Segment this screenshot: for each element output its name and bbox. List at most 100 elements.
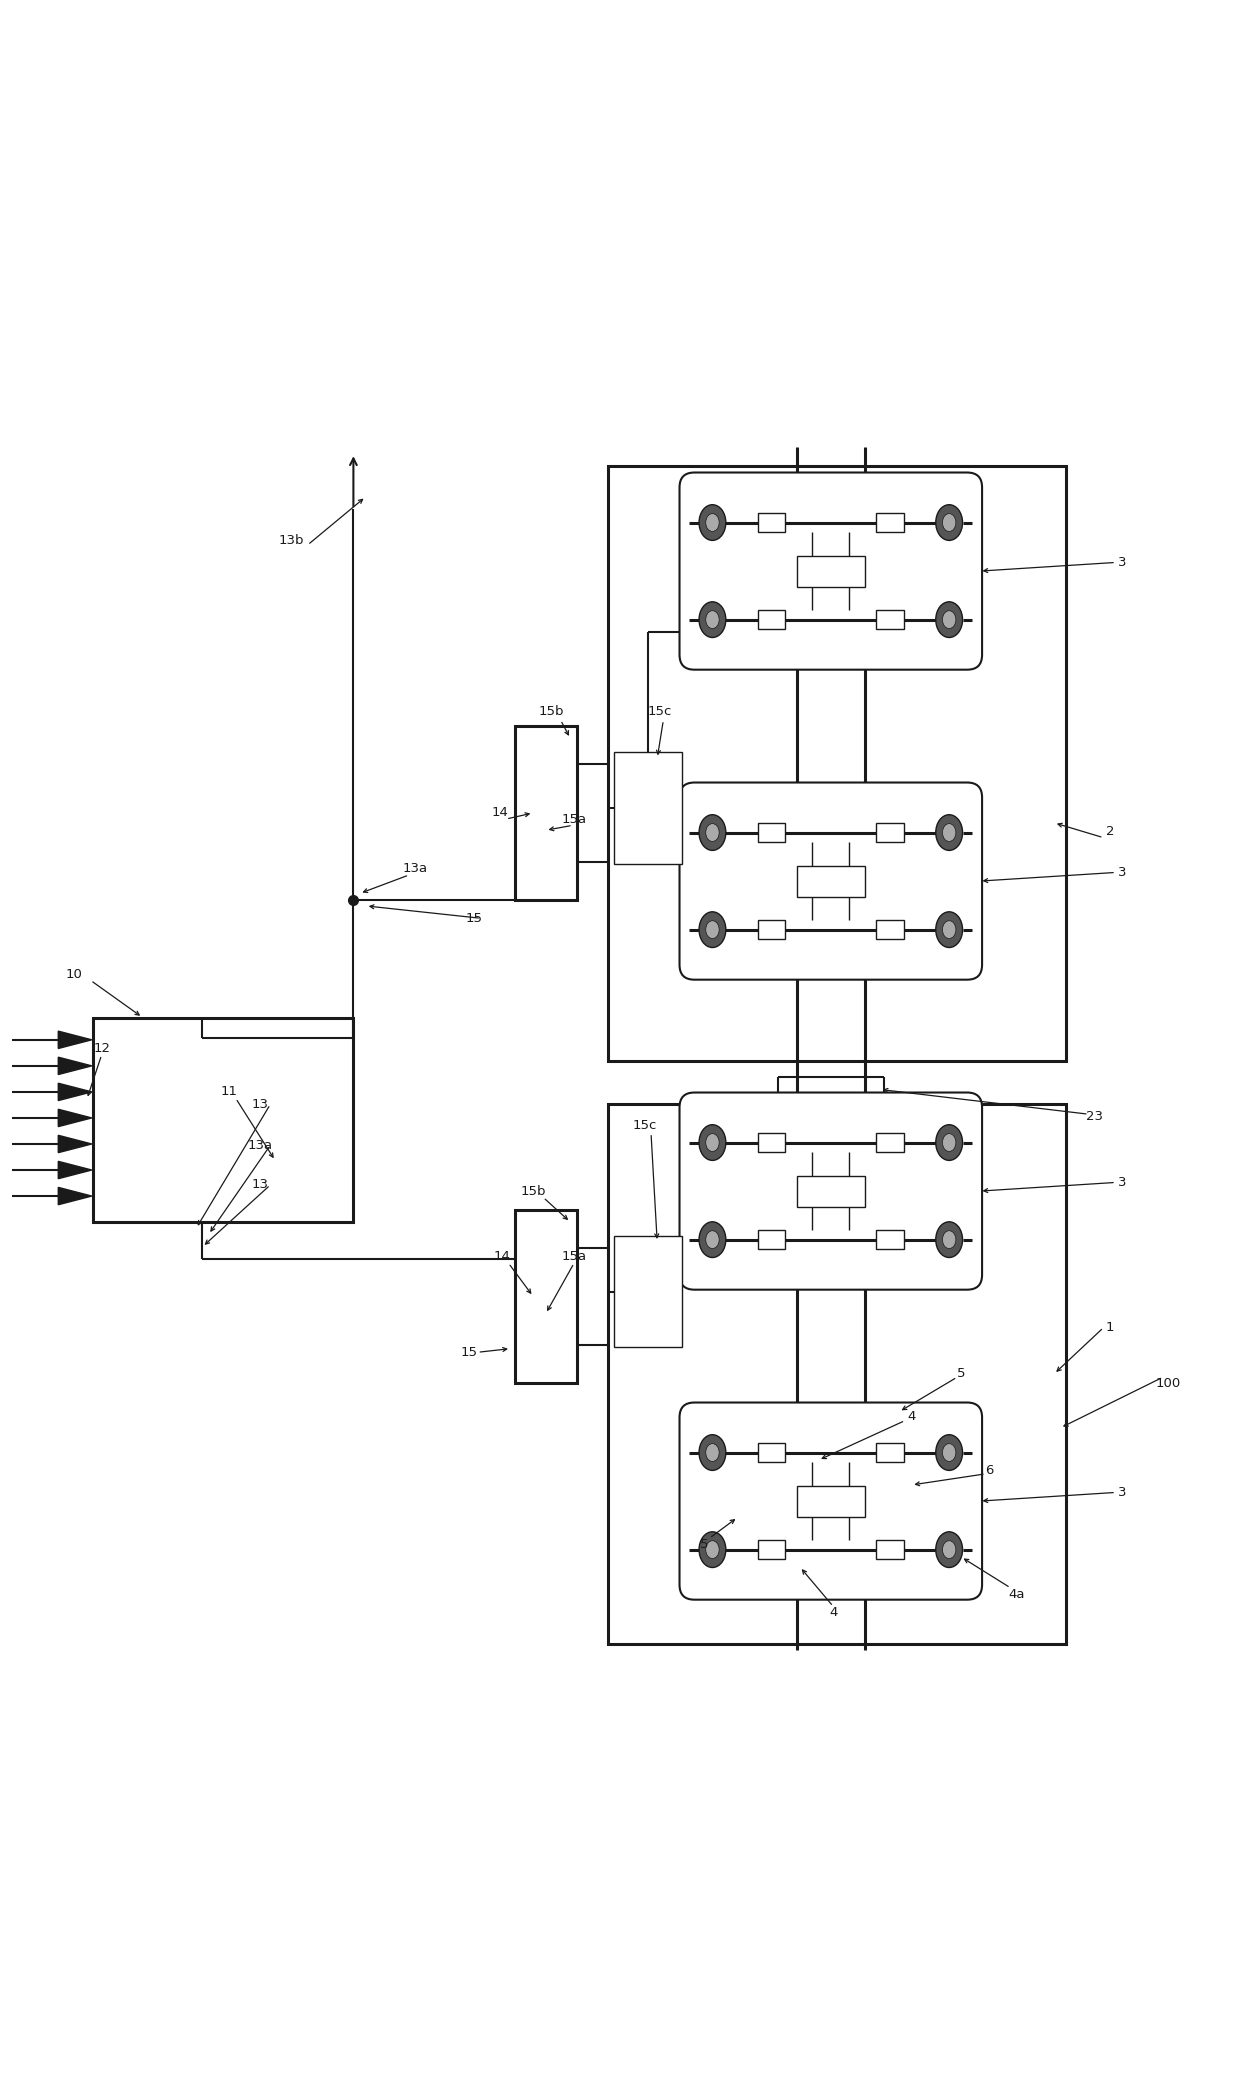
Polygon shape	[58, 1134, 92, 1153]
Bar	[758, 1132, 785, 1151]
Text: 2: 2	[1106, 824, 1114, 839]
Text: 5: 5	[957, 1367, 965, 1380]
Ellipse shape	[699, 816, 725, 851]
Polygon shape	[58, 1187, 92, 1206]
Ellipse shape	[706, 1541, 719, 1558]
Text: 4: 4	[908, 1411, 915, 1424]
Text: 12: 12	[93, 1042, 110, 1055]
Ellipse shape	[699, 1434, 725, 1470]
Text: 3: 3	[1118, 866, 1126, 879]
Bar	[758, 921, 785, 939]
Ellipse shape	[936, 505, 962, 541]
Bar	[614, 753, 682, 864]
Text: 10: 10	[66, 967, 83, 981]
Polygon shape	[58, 1057, 92, 1074]
Text: 100: 100	[1156, 1378, 1180, 1390]
Bar	[758, 610, 785, 629]
Text: 3: 3	[1118, 556, 1126, 568]
Text: 23: 23	[1086, 1109, 1104, 1124]
Ellipse shape	[936, 1223, 962, 1258]
Ellipse shape	[942, 921, 956, 939]
Ellipse shape	[706, 1443, 719, 1462]
FancyBboxPatch shape	[680, 472, 982, 669]
Bar	[608, 1105, 1066, 1644]
Ellipse shape	[699, 1531, 725, 1566]
Ellipse shape	[942, 1443, 956, 1462]
Text: 15a: 15a	[562, 814, 587, 826]
Bar	[797, 556, 866, 587]
Bar	[758, 1231, 785, 1250]
Bar	[797, 1176, 866, 1206]
Text: 6: 6	[986, 1464, 993, 1476]
Text: 15c: 15c	[632, 1120, 657, 1132]
Text: 15b: 15b	[539, 705, 564, 717]
Polygon shape	[58, 1032, 92, 1048]
Text: 15: 15	[465, 912, 482, 925]
Ellipse shape	[942, 610, 956, 629]
Text: 13a: 13a	[248, 1139, 273, 1151]
Bar	[877, 1541, 904, 1558]
Text: 13a: 13a	[403, 862, 428, 874]
Bar	[797, 1485, 866, 1516]
Text: 15c: 15c	[647, 705, 672, 717]
Bar	[877, 514, 904, 533]
Text: 13b: 13b	[279, 533, 304, 547]
Bar	[877, 824, 904, 841]
Bar	[797, 866, 866, 898]
Ellipse shape	[706, 824, 719, 841]
Ellipse shape	[699, 1124, 725, 1160]
Polygon shape	[58, 1109, 92, 1126]
Ellipse shape	[706, 921, 719, 939]
Ellipse shape	[942, 514, 956, 531]
Bar	[877, 1231, 904, 1250]
Text: 1: 1	[1106, 1321, 1114, 1334]
Text: 13: 13	[252, 1099, 269, 1111]
Text: 15b: 15b	[521, 1185, 546, 1197]
Ellipse shape	[936, 602, 962, 637]
Bar	[877, 1132, 904, 1151]
Text: 13: 13	[252, 1179, 269, 1191]
Bar	[877, 610, 904, 629]
Bar	[93, 1017, 353, 1223]
Ellipse shape	[936, 1434, 962, 1470]
Bar	[877, 921, 904, 939]
Polygon shape	[58, 1084, 92, 1101]
Ellipse shape	[936, 912, 962, 948]
Text: 14: 14	[494, 1250, 511, 1262]
Text: 15a: 15a	[562, 1250, 587, 1262]
Ellipse shape	[706, 610, 719, 629]
FancyBboxPatch shape	[680, 1403, 982, 1600]
Ellipse shape	[699, 1223, 725, 1258]
Ellipse shape	[936, 816, 962, 851]
Bar	[608, 466, 1066, 1061]
Ellipse shape	[699, 912, 725, 948]
Bar	[758, 1541, 785, 1558]
Ellipse shape	[942, 824, 956, 841]
Ellipse shape	[699, 602, 725, 637]
Bar	[758, 1443, 785, 1462]
Bar	[515, 726, 577, 900]
Ellipse shape	[706, 1134, 719, 1151]
Ellipse shape	[699, 505, 725, 541]
Bar	[758, 824, 785, 841]
Polygon shape	[58, 1162, 92, 1179]
Bar	[758, 514, 785, 533]
Text: 15: 15	[460, 1346, 477, 1359]
FancyBboxPatch shape	[680, 782, 982, 979]
Bar	[614, 1235, 682, 1348]
Text: 4: 4	[830, 1606, 837, 1619]
Ellipse shape	[936, 1531, 962, 1566]
Ellipse shape	[706, 1231, 719, 1248]
Text: 3: 3	[1118, 1487, 1126, 1499]
Text: 14: 14	[491, 807, 508, 820]
Text: 4a: 4a	[1008, 1587, 1025, 1600]
Text: 5: 5	[701, 1537, 708, 1552]
FancyBboxPatch shape	[680, 1093, 982, 1290]
Ellipse shape	[936, 1124, 962, 1160]
Ellipse shape	[942, 1541, 956, 1558]
Ellipse shape	[942, 1231, 956, 1248]
Ellipse shape	[942, 1134, 956, 1151]
Bar	[515, 1210, 577, 1384]
Text: 11: 11	[221, 1086, 238, 1099]
Text: 3: 3	[1118, 1176, 1126, 1189]
